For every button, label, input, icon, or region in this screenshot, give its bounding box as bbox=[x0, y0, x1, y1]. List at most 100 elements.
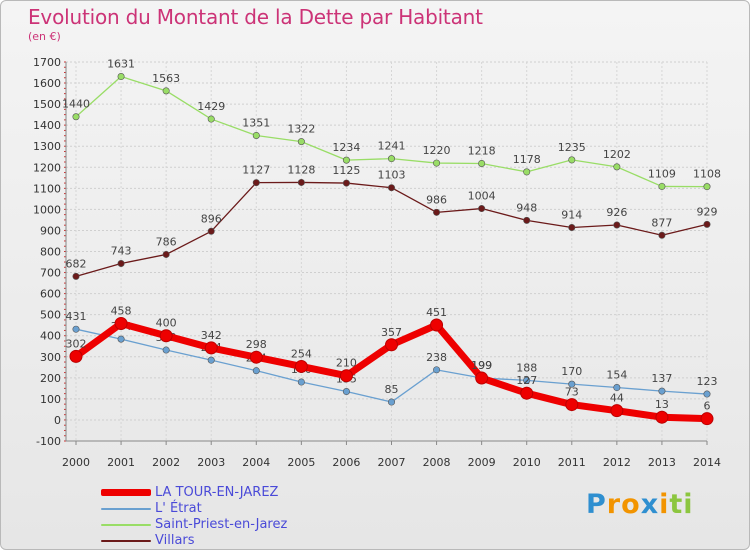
data-point bbox=[72, 272, 80, 280]
y-tick-label: 200 bbox=[40, 372, 61, 385]
y-tick-label: 1100 bbox=[33, 182, 61, 195]
data-point bbox=[387, 398, 395, 406]
data-point bbox=[520, 386, 534, 400]
data-label: 127 bbox=[516, 374, 537, 387]
data-point bbox=[252, 179, 260, 187]
data-point bbox=[523, 376, 531, 384]
data-label: 137 bbox=[651, 372, 672, 385]
data-point bbox=[703, 390, 711, 398]
data-point bbox=[162, 250, 170, 258]
data-label: 298 bbox=[246, 338, 267, 351]
data-label: 342 bbox=[201, 329, 222, 342]
y-tick-label: -100 bbox=[36, 435, 61, 448]
x-tick-label: 2014 bbox=[693, 456, 721, 469]
data-point bbox=[114, 317, 128, 331]
data-point bbox=[613, 221, 621, 229]
data-point bbox=[207, 356, 215, 364]
series-saint-priest-en-jarez: 1440 1631 1563 1429 1351 1322 1234 1241 1220 1218… bbox=[62, 58, 721, 191]
data-point bbox=[703, 183, 711, 191]
data-point bbox=[252, 131, 260, 139]
data-label: 357 bbox=[381, 326, 402, 339]
data-label: 986 bbox=[426, 193, 447, 206]
data-point bbox=[568, 380, 576, 388]
data-label: 123 bbox=[697, 375, 718, 388]
logo-letter: r bbox=[606, 489, 622, 520]
proxiti-logo: Proxiti bbox=[586, 489, 694, 520]
data-point bbox=[658, 182, 666, 190]
data-point bbox=[342, 179, 350, 187]
data-label: 73 bbox=[565, 386, 579, 399]
x-tick-label: 2008 bbox=[423, 456, 451, 469]
logo-letter: i bbox=[659, 489, 670, 520]
data-label: 238 bbox=[426, 351, 447, 364]
legend-label: LA TOUR-EN-JAREZ bbox=[155, 485, 279, 500]
data-label: 1109 bbox=[648, 167, 676, 180]
data-point bbox=[249, 350, 263, 364]
data-label: 302 bbox=[66, 337, 87, 350]
data-label: 1235 bbox=[558, 141, 586, 154]
logo-letter: o bbox=[621, 489, 641, 520]
data-label: 13 bbox=[655, 398, 669, 411]
data-label: 914 bbox=[561, 208, 582, 221]
series-layer: 4313843322842341801358523819918817015413… bbox=[62, 58, 721, 426]
data-label: 896 bbox=[201, 212, 222, 225]
data-label: 1178 bbox=[513, 153, 541, 166]
data-label: 1429 bbox=[197, 100, 225, 113]
data-label: 400 bbox=[156, 317, 177, 330]
data-point bbox=[117, 335, 125, 343]
legend-swatch bbox=[101, 489, 151, 496]
y-tick-label: 1700 bbox=[33, 56, 61, 69]
legend-item: LA TOUR-EN-JAREZ bbox=[101, 485, 287, 501]
data-point bbox=[294, 359, 308, 373]
legend-label: Saint-Priest-en-Jarez bbox=[155, 517, 288, 532]
data-point bbox=[162, 346, 170, 354]
data-point bbox=[475, 371, 489, 385]
data-label: 154 bbox=[606, 369, 627, 382]
y-tick-label: 1000 bbox=[33, 203, 61, 216]
legend-label: Villars bbox=[155, 533, 195, 548]
data-label: 1218 bbox=[468, 144, 496, 157]
data-point bbox=[72, 325, 80, 333]
data-label: 1103 bbox=[378, 169, 406, 182]
data-label: 1004 bbox=[468, 190, 496, 203]
data-point bbox=[613, 163, 621, 171]
data-point bbox=[433, 366, 441, 374]
x-tick-label: 2013 bbox=[648, 456, 676, 469]
logo-letter: P bbox=[586, 489, 607, 520]
y-tick-label: 1500 bbox=[33, 98, 61, 111]
y-tick-label: 900 bbox=[40, 224, 61, 237]
legend-swatch bbox=[101, 507, 151, 510]
data-label: 170 bbox=[561, 365, 582, 378]
data-point bbox=[430, 318, 444, 332]
x-tick-label: 2002 bbox=[152, 456, 180, 469]
logo-letter: t bbox=[669, 489, 684, 520]
data-label: 1108 bbox=[693, 168, 721, 181]
data-label: 948 bbox=[516, 201, 537, 214]
x-tick-label: 2001 bbox=[107, 456, 135, 469]
legend-item: Villars bbox=[101, 533, 287, 549]
data-label: 1563 bbox=[152, 72, 180, 85]
data-label: 458 bbox=[111, 305, 132, 318]
unit-label: (en €) bbox=[28, 30, 61, 43]
data-label: 44 bbox=[610, 392, 624, 405]
legend-label: L' Étrat bbox=[155, 501, 202, 516]
legend-item: Saint-Priest-en-Jarez bbox=[101, 517, 287, 533]
x-tick-label: 2006 bbox=[332, 456, 360, 469]
data-label: 451 bbox=[426, 306, 447, 319]
data-label: 926 bbox=[606, 206, 627, 219]
data-point bbox=[703, 220, 711, 228]
data-point bbox=[204, 341, 218, 355]
data-label: 877 bbox=[651, 216, 672, 229]
x-tick-label: 2004 bbox=[242, 456, 270, 469]
data-point bbox=[207, 115, 215, 123]
data-label: 1220 bbox=[423, 144, 451, 157]
data-point bbox=[297, 378, 305, 386]
legend-swatch bbox=[101, 523, 151, 526]
data-label: 431 bbox=[66, 310, 87, 323]
x-tick-label: 2012 bbox=[603, 456, 631, 469]
data-point bbox=[162, 87, 170, 95]
data-label: 1631 bbox=[107, 58, 135, 71]
data-point bbox=[339, 369, 353, 383]
